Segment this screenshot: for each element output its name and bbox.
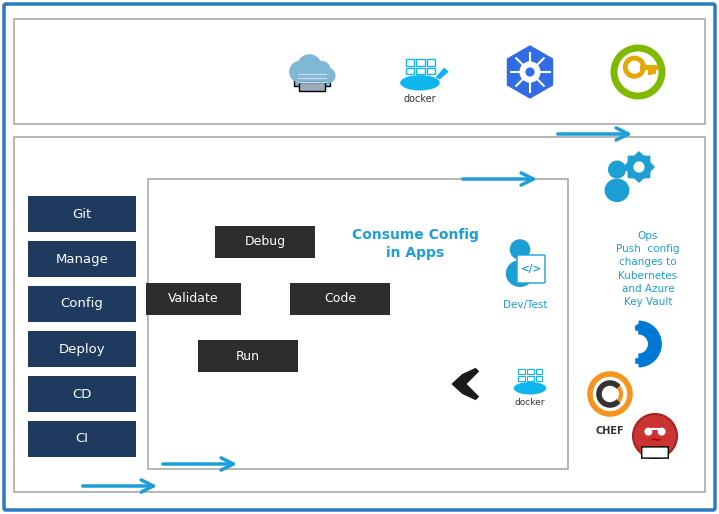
Circle shape: [510, 240, 530, 259]
FancyBboxPatch shape: [406, 68, 414, 74]
FancyBboxPatch shape: [28, 331, 136, 367]
Circle shape: [659, 428, 665, 435]
Text: Run: Run: [236, 350, 260, 362]
FancyBboxPatch shape: [527, 376, 533, 381]
FancyBboxPatch shape: [518, 376, 525, 381]
Text: CD: CD: [73, 388, 92, 400]
FancyBboxPatch shape: [28, 196, 136, 232]
FancyBboxPatch shape: [14, 19, 705, 124]
Ellipse shape: [400, 75, 440, 90]
Text: Validate: Validate: [168, 292, 219, 305]
Circle shape: [633, 414, 677, 458]
FancyBboxPatch shape: [28, 376, 136, 412]
FancyBboxPatch shape: [14, 137, 705, 492]
FancyBboxPatch shape: [416, 60, 425, 66]
FancyBboxPatch shape: [28, 421, 136, 457]
FancyBboxPatch shape: [518, 369, 525, 374]
Ellipse shape: [514, 382, 546, 395]
Circle shape: [520, 62, 540, 82]
Text: docker: docker: [515, 398, 545, 407]
Text: Consume Config
in Apps: Consume Config in Apps: [352, 228, 478, 260]
FancyBboxPatch shape: [641, 447, 668, 458]
FancyBboxPatch shape: [536, 376, 542, 381]
Circle shape: [634, 162, 644, 172]
FancyBboxPatch shape: [290, 283, 390, 315]
FancyBboxPatch shape: [198, 340, 298, 372]
Circle shape: [298, 55, 321, 78]
FancyBboxPatch shape: [299, 82, 325, 91]
Circle shape: [645, 428, 651, 435]
Text: Debug: Debug: [244, 235, 285, 248]
Text: Dev/Test: Dev/Test: [503, 300, 547, 310]
Ellipse shape: [605, 179, 628, 201]
Text: Manage: Manage: [55, 252, 109, 266]
FancyBboxPatch shape: [427, 68, 435, 74]
Text: CHEF: CHEF: [595, 426, 624, 436]
FancyBboxPatch shape: [215, 226, 315, 258]
FancyBboxPatch shape: [416, 68, 425, 74]
FancyBboxPatch shape: [406, 60, 414, 66]
FancyBboxPatch shape: [294, 72, 330, 86]
Text: Config: Config: [60, 298, 104, 310]
Polygon shape: [508, 46, 552, 98]
FancyBboxPatch shape: [517, 255, 545, 283]
FancyBboxPatch shape: [536, 369, 542, 374]
Circle shape: [526, 68, 534, 76]
Ellipse shape: [506, 261, 533, 286]
Circle shape: [609, 161, 626, 178]
Text: CI: CI: [75, 432, 88, 446]
Text: Code: Code: [324, 292, 356, 305]
Text: ~: ~: [649, 433, 661, 447]
Circle shape: [312, 61, 330, 80]
Circle shape: [321, 68, 335, 83]
FancyBboxPatch shape: [148, 179, 568, 469]
FancyBboxPatch shape: [146, 283, 241, 315]
Text: Git: Git: [73, 208, 91, 221]
Polygon shape: [436, 67, 449, 80]
Text: docker: docker: [403, 94, 436, 104]
Polygon shape: [452, 368, 479, 400]
Text: Ops
Push  config
changes to
Kubernetes
and Azure
Key Vault: Ops Push config changes to Kubernetes an…: [616, 231, 679, 307]
FancyBboxPatch shape: [4, 4, 715, 510]
FancyBboxPatch shape: [28, 241, 136, 277]
Text: </>: </>: [521, 264, 541, 274]
Circle shape: [290, 61, 311, 82]
FancyBboxPatch shape: [527, 369, 533, 374]
Polygon shape: [624, 152, 654, 182]
FancyBboxPatch shape: [28, 286, 136, 322]
Text: Deploy: Deploy: [59, 342, 105, 356]
FancyBboxPatch shape: [427, 60, 435, 66]
